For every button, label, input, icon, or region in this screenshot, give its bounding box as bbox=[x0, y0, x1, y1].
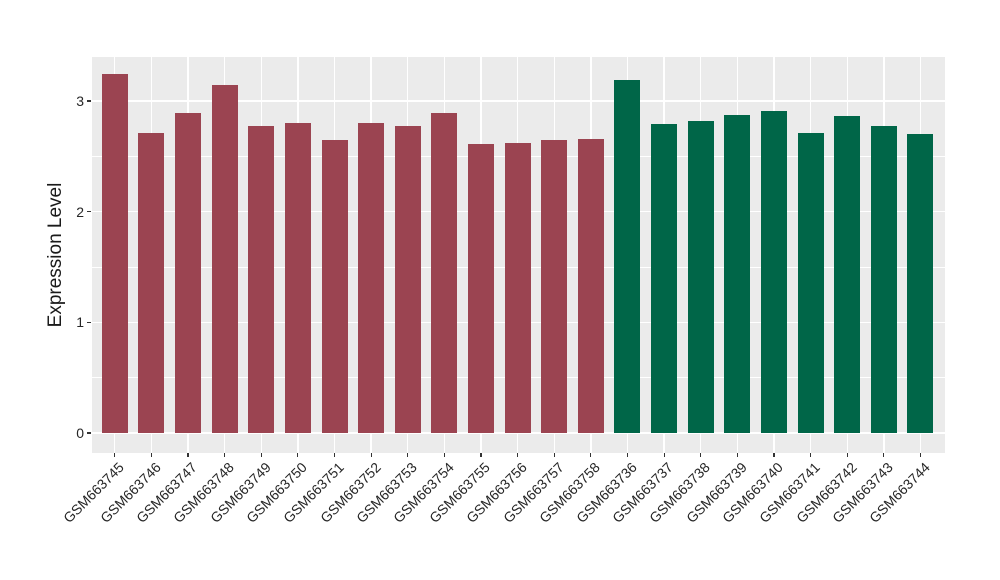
x-tick-mark bbox=[736, 453, 738, 457]
x-tick-mark bbox=[809, 453, 812, 457]
bar bbox=[614, 79, 641, 433]
x-tick-mark bbox=[297, 453, 299, 457]
x-tick-mark bbox=[700, 453, 702, 457]
y-tick-mark bbox=[87, 432, 91, 434]
bar bbox=[504, 143, 531, 433]
y-tick-mark bbox=[87, 100, 91, 102]
bar bbox=[760, 110, 787, 433]
bar bbox=[797, 133, 824, 433]
y-tick-mark bbox=[87, 321, 91, 323]
bar bbox=[101, 74, 128, 433]
x-tick-mark bbox=[517, 453, 519, 457]
bar bbox=[468, 144, 494, 433]
x-tick-mark bbox=[333, 453, 336, 457]
bar bbox=[907, 134, 934, 433]
bar bbox=[284, 123, 311, 433]
y-tick-label: 0 bbox=[76, 425, 84, 441]
y-tick-label: 3 bbox=[76, 92, 84, 109]
x-tick-mark bbox=[224, 453, 226, 457]
x-tick-mark bbox=[663, 453, 665, 457]
bar bbox=[724, 115, 751, 433]
bar bbox=[138, 133, 165, 433]
bar bbox=[431, 113, 458, 433]
x-tick-mark bbox=[480, 453, 482, 457]
x-tick-mark bbox=[114, 453, 116, 457]
bar bbox=[541, 139, 568, 433]
x-tick-mark bbox=[443, 453, 445, 457]
x-tick-mark bbox=[919, 453, 922, 457]
x-tick-mark bbox=[187, 453, 189, 457]
x-tick-mark bbox=[626, 453, 629, 457]
bar bbox=[321, 139, 348, 433]
x-tick-mark bbox=[590, 453, 592, 457]
y-tick-label: 2 bbox=[76, 203, 84, 220]
x-tick-mark bbox=[407, 453, 409, 457]
x-tick-mark bbox=[260, 453, 262, 457]
bar bbox=[175, 113, 202, 433]
x-tick-mark bbox=[150, 453, 152, 457]
bar bbox=[394, 126, 421, 433]
bar bbox=[870, 126, 897, 433]
x-tick-mark bbox=[846, 453, 848, 457]
y-tick-label: 1 bbox=[76, 314, 84, 331]
y-tick-mark bbox=[87, 211, 91, 213]
bar bbox=[248, 126, 275, 433]
bar bbox=[358, 123, 385, 433]
major-gridline bbox=[92, 432, 945, 434]
major-gridline bbox=[92, 100, 945, 102]
bar bbox=[651, 124, 678, 433]
bar bbox=[834, 116, 861, 433]
bar bbox=[211, 85, 238, 433]
plot-panel bbox=[92, 57, 945, 453]
x-tick-mark bbox=[553, 453, 555, 457]
x-tick-mark bbox=[370, 453, 372, 457]
bar bbox=[577, 138, 604, 433]
bar bbox=[687, 120, 714, 433]
x-tick-mark bbox=[773, 453, 775, 457]
x-tick-mark bbox=[883, 453, 885, 457]
